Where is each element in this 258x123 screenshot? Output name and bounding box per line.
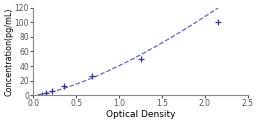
X-axis label: Optical Density: Optical Density — [106, 110, 175, 119]
Y-axis label: Concentration(pg/mL): Concentration(pg/mL) — [4, 7, 13, 96]
